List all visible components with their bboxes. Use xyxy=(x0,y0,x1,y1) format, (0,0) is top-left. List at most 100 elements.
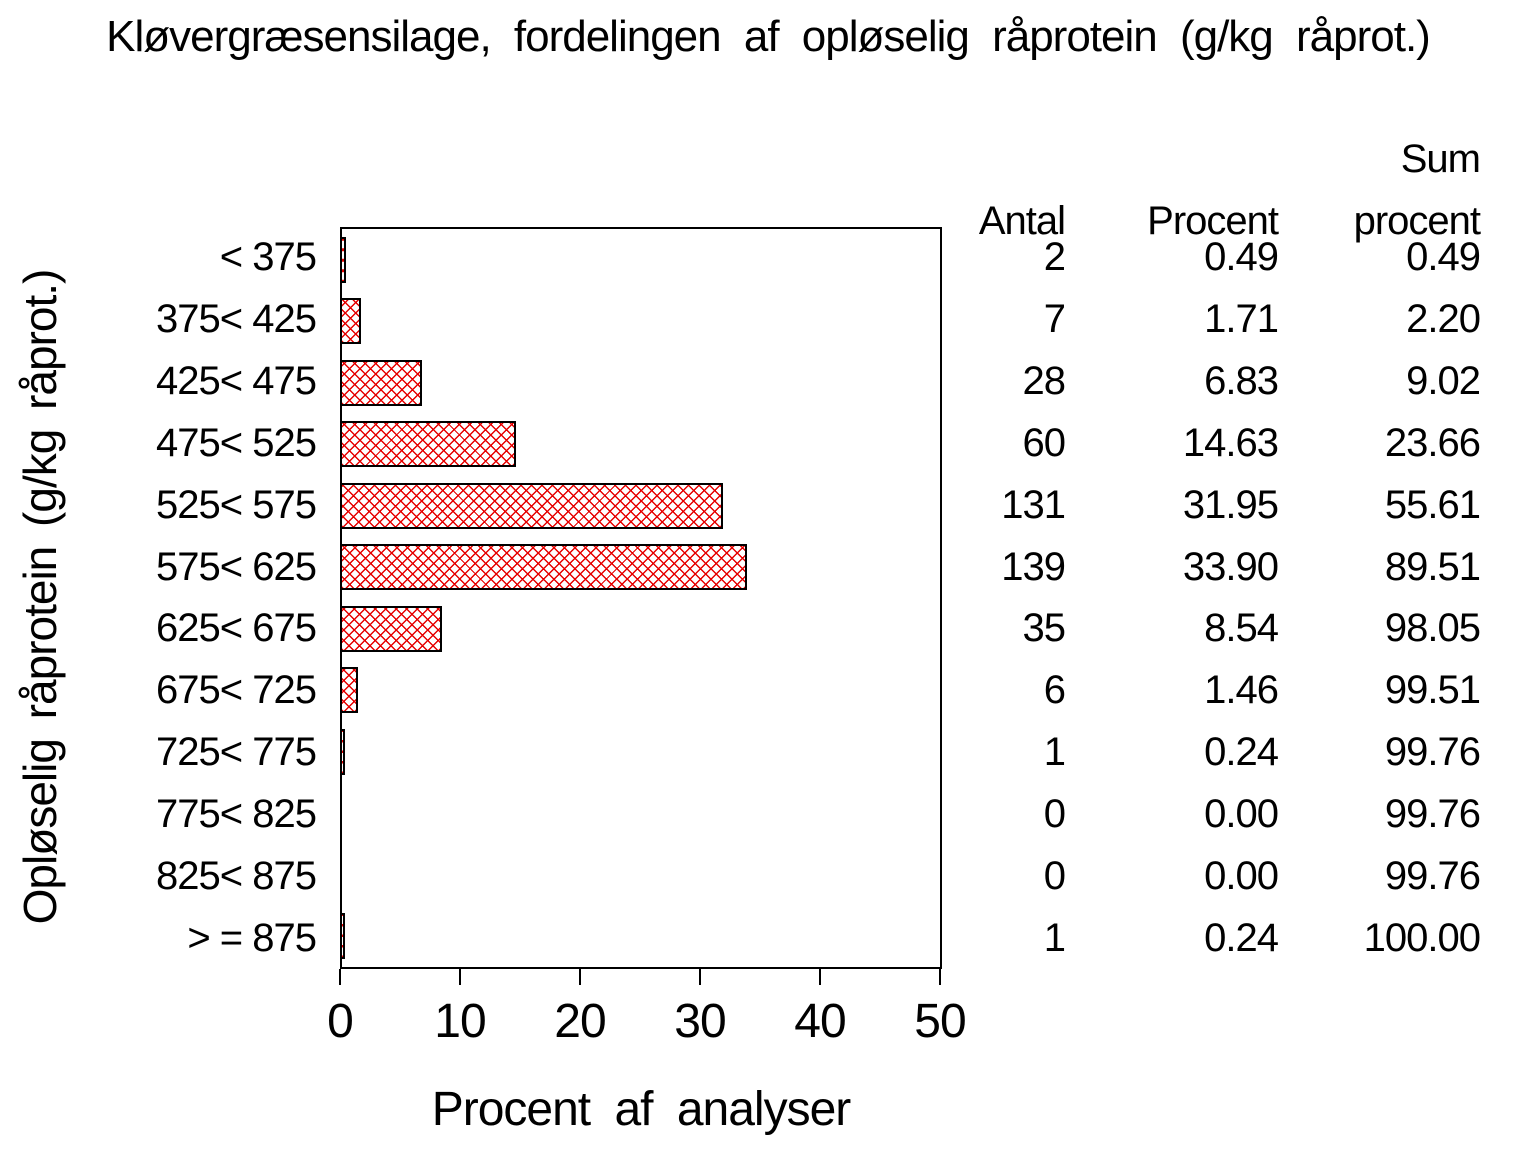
procent-value: 6.83 xyxy=(1204,359,1279,404)
x-axis-label: Procent af analyser xyxy=(431,1083,852,1136)
bar xyxy=(340,728,345,775)
antal-value: 0 xyxy=(1043,791,1066,836)
procent-value: 8.54 xyxy=(1204,606,1279,651)
table-row: 28 6.83 9.02 xyxy=(950,351,1482,413)
bar-row xyxy=(340,414,940,476)
category-label: 825< 875 xyxy=(156,853,317,898)
table-row: 131 31.95 55.61 xyxy=(950,474,1481,536)
category-label: 725< 775 xyxy=(156,730,317,775)
table-row: 139 33.90 89.51 xyxy=(950,536,1481,598)
bar-row xyxy=(342,844,940,906)
antal-value: 6 xyxy=(1043,668,1066,713)
x-tick-label: 40 xyxy=(794,995,846,1048)
bar xyxy=(340,298,361,345)
table-row: 7 1.71 2.20 xyxy=(950,289,1481,351)
table-row: 2 0.49 0.49 xyxy=(950,227,1481,289)
x-tick-mark xyxy=(939,969,941,985)
sum-procent-value: 100.00 xyxy=(1363,915,1481,960)
x-tick-mark xyxy=(339,969,341,985)
x-tick-label: 50 xyxy=(914,995,966,1048)
bar-row xyxy=(340,229,940,291)
procent-value: 1.46 xyxy=(1204,668,1279,713)
bar xyxy=(340,359,422,406)
table-row: 0 0.00 99.76 xyxy=(950,783,1481,845)
category-label: 575< 625 xyxy=(156,544,317,589)
table-row: 35 8.54 98.05 xyxy=(950,598,1482,660)
antal-value: 1 xyxy=(1043,730,1066,775)
table-row: 60 14.63 23.66 xyxy=(950,412,1482,474)
bar-row xyxy=(340,906,940,968)
table-header-sum: Sum xyxy=(1400,137,1481,181)
category-label: < 375 xyxy=(219,235,317,280)
bar-row xyxy=(340,352,940,414)
x-tick-label: 20 xyxy=(554,995,606,1048)
sum-procent-value: 55.61 xyxy=(1384,482,1481,527)
bar xyxy=(340,913,345,960)
sum-procent-value: 2.20 xyxy=(1406,297,1481,342)
procent-value: 31.95 xyxy=(1182,482,1279,527)
antal-value: 35 xyxy=(1022,606,1067,651)
table-header-antal: Antal xyxy=(978,199,1066,243)
sum-procent-value: 98.05 xyxy=(1384,606,1481,651)
table-header-procent: Procent xyxy=(1147,199,1279,243)
antal-value: 1 xyxy=(1043,915,1066,960)
category-label: 675< 725 xyxy=(156,668,317,713)
procent-value: 0.49 xyxy=(1204,235,1279,280)
bar xyxy=(340,667,358,714)
x-tick-mark xyxy=(699,969,701,985)
antal-value: 131 xyxy=(1001,482,1066,527)
sum-procent-value: 0.49 xyxy=(1406,235,1481,280)
category-label: 375< 425 xyxy=(156,297,317,342)
x-tick-label: 30 xyxy=(674,995,726,1048)
plot-area xyxy=(340,227,942,969)
table-header: Sum Antal Procent procent xyxy=(950,128,1481,252)
x-tick-label: 10 xyxy=(434,995,486,1048)
table-header-spacer xyxy=(1065,128,1278,190)
antal-value: 60 xyxy=(1022,420,1067,465)
sum-procent-value: 23.66 xyxy=(1384,420,1481,465)
antal-value: 0 xyxy=(1043,853,1066,898)
frequency-table: 2 0.49 0.49 7 1.71 2.20 28 6.83 9.02 60 14.63 23.66… xyxy=(950,227,1482,969)
bar-row xyxy=(340,291,940,353)
category-label: 525< 575 xyxy=(156,482,317,527)
sum-procent-value: 99.76 xyxy=(1384,730,1481,775)
x-tick-mark xyxy=(579,969,581,985)
x-tick-label: 0 xyxy=(327,995,354,1048)
bar-row xyxy=(340,598,940,660)
sum-procent-value: 89.51 xyxy=(1384,544,1481,589)
bar-row xyxy=(342,783,940,845)
bar-row xyxy=(340,660,940,722)
procent-value: 0.00 xyxy=(1204,853,1279,898)
table-row: 1 0.24 99.76 xyxy=(950,722,1481,784)
bar-row xyxy=(340,475,940,537)
procent-value: 0.24 xyxy=(1204,915,1279,960)
sum-procent-value: 99.76 xyxy=(1384,853,1481,898)
procent-value: 14.63 xyxy=(1182,420,1279,465)
table-row: 6 1.46 99.51 xyxy=(950,660,1481,722)
y-axis-tick-labels: < 375 375< 425 425< 475 475< 525 525< 575 575… xyxy=(0,227,317,969)
sum-procent-value: 9.02 xyxy=(1406,359,1481,404)
table-row: 0 0.00 99.76 xyxy=(950,845,1481,907)
procent-value: 0.00 xyxy=(1204,791,1279,836)
antal-value: 7 xyxy=(1043,297,1066,342)
bar-row xyxy=(340,721,940,783)
table-header-spacer xyxy=(950,128,1065,190)
category-label: 775< 825 xyxy=(156,791,317,836)
bar xyxy=(340,236,346,283)
bar xyxy=(340,544,747,591)
antal-value: 28 xyxy=(1022,359,1067,404)
bar xyxy=(340,482,723,529)
sum-procent-value: 99.51 xyxy=(1384,668,1481,713)
category-label: 475< 525 xyxy=(156,420,317,465)
category-label: 625< 675 xyxy=(156,606,317,651)
procent-value: 1.71 xyxy=(1204,297,1279,342)
category-label: > = 875 xyxy=(187,915,317,960)
antal-value: 139 xyxy=(1001,544,1066,589)
table-header-sum-procent: procent xyxy=(1353,199,1481,243)
sum-procent-value: 99.76 xyxy=(1384,791,1481,836)
category-label: 425< 475 xyxy=(156,359,317,404)
bar-row xyxy=(340,537,940,599)
chart-title: Kløvergræsensilage, fordelingen af opløs… xyxy=(106,12,1431,61)
table-row: 1 0.24 100.00 xyxy=(950,907,1481,969)
